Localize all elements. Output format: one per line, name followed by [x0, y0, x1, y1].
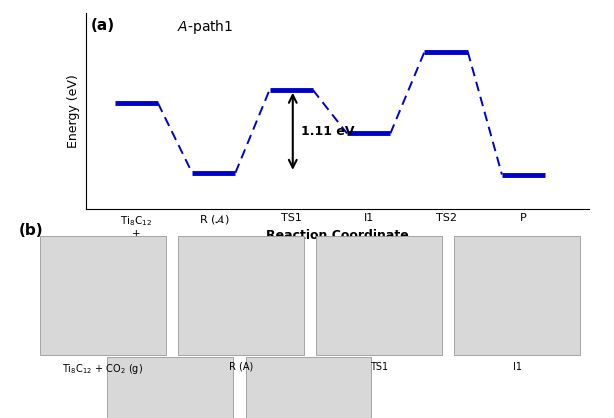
- Text: R (A): R (A): [229, 362, 253, 372]
- FancyBboxPatch shape: [246, 357, 371, 418]
- Y-axis label: Energy (eV): Energy (eV): [68, 74, 80, 148]
- Text: (a): (a): [91, 18, 115, 33]
- Text: $\mathit{A}$-path1: $\mathit{A}$-path1: [177, 18, 233, 36]
- FancyBboxPatch shape: [316, 237, 442, 355]
- FancyBboxPatch shape: [178, 237, 304, 355]
- Text: Ti$_8$C$_{12}$ + CO$_2$ (g): Ti$_8$C$_{12}$ + CO$_2$ (g): [63, 362, 143, 376]
- FancyBboxPatch shape: [107, 357, 233, 418]
- X-axis label: Reaction Coordinate: Reaction Coordinate: [266, 229, 409, 242]
- Text: 1.11 eV: 1.11 eV: [300, 125, 354, 138]
- Text: I1: I1: [513, 362, 522, 372]
- Text: Ti$_8$C$_{12}$
+
CO$_2$ (g): Ti$_8$C$_{12}$ + CO$_2$ (g): [117, 214, 156, 255]
- Text: (b): (b): [18, 223, 43, 238]
- FancyBboxPatch shape: [454, 237, 580, 355]
- FancyBboxPatch shape: [40, 237, 166, 355]
- Text: TS1: TS1: [370, 362, 388, 372]
